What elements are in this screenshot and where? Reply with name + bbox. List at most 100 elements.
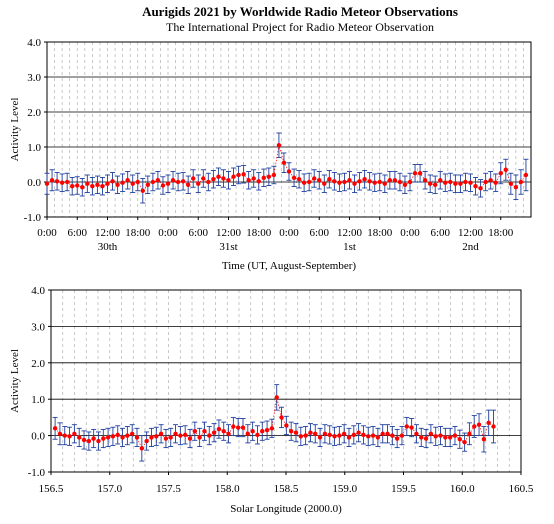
- data-point: [428, 431, 434, 436]
- data-point: [211, 430, 217, 435]
- data-point: [250, 429, 255, 434]
- data-point: [322, 431, 328, 436]
- data-point: [155, 178, 161, 183]
- data-point: [453, 181, 458, 186]
- data-point: [427, 181, 433, 186]
- data-point: [438, 433, 443, 438]
- data-point: [366, 434, 371, 439]
- data-point: [402, 182, 408, 187]
- data-point: [144, 438, 149, 444]
- solar-longitude-plot: 4.0 3.0 2.0 1.0 0.0 -1.0 Activity Level Solar L…: [9, 285, 534, 515]
- data-point: [264, 427, 270, 433]
- data-point: [276, 143, 282, 148]
- data-point: [64, 179, 70, 185]
- data-point: [498, 171, 503, 176]
- data-point: [165, 181, 171, 186]
- data-point: [337, 180, 342, 185]
- data-point: [274, 395, 279, 400]
- data-point: [226, 178, 231, 183]
- data-point: [279, 415, 284, 420]
- data-point: [163, 436, 169, 441]
- data-point: [293, 430, 299, 435]
- data-point: [346, 435, 352, 440]
- data-point: [135, 179, 140, 185]
- x-tick-label: 156.5: [39, 483, 64, 495]
- data-point: [226, 431, 231, 436]
- day-label: 31st: [219, 241, 237, 253]
- x-tick-label: 12:00: [95, 227, 121, 239]
- data-point: [327, 177, 332, 182]
- y-tick-label: 1.0: [31, 394, 45, 406]
- data-point: [385, 431, 390, 436]
- data-point: [518, 179, 524, 185]
- data-point: [246, 178, 251, 183]
- x-tick-label: 6:00: [430, 227, 450, 239]
- data-point: [327, 432, 332, 438]
- data-point: [150, 179, 156, 185]
- data-point: [216, 426, 222, 432]
- y-tick-label: 3.0: [27, 72, 41, 84]
- data-point: [120, 180, 125, 185]
- data-point: [231, 424, 236, 429]
- x-tick-label: 0:00: [400, 227, 420, 239]
- data-point: [100, 184, 105, 189]
- data-point: [139, 446, 145, 451]
- data-point: [192, 429, 198, 434]
- data-point: [231, 174, 236, 179]
- data-point: [125, 433, 130, 438]
- data-point: [433, 182, 438, 187]
- y-tick-label: 4.0: [27, 37, 41, 49]
- x-tick-label: 6:00: [309, 227, 329, 239]
- data-point: [488, 178, 493, 183]
- data-point: [187, 436, 193, 441]
- x-tick-label: 6:00: [188, 227, 208, 239]
- data-point: [397, 179, 403, 185]
- data-point: [357, 179, 362, 184]
- y-tick-label: -1.0: [24, 212, 42, 224]
- data-point: [236, 172, 241, 178]
- x-tick-label: 12:00: [458, 227, 484, 239]
- data-point: [96, 438, 101, 444]
- data-point: [443, 180, 448, 185]
- data-point: [438, 178, 443, 183]
- x-tick-label: 157.0: [97, 483, 122, 495]
- data-point: [196, 181, 201, 186]
- data-point: [322, 181, 327, 186]
- data-point: [308, 430, 313, 435]
- data-point: [312, 176, 317, 181]
- data-point: [59, 180, 65, 185]
- data-point: [417, 171, 423, 176]
- data-point: [503, 167, 508, 172]
- data-point: [483, 179, 488, 185]
- data-point: [201, 176, 206, 181]
- data-point: [301, 180, 307, 185]
- data-point: [191, 176, 196, 181]
- data-point: [211, 177, 216, 182]
- data-point: [72, 431, 77, 436]
- data-point: [414, 431, 419, 436]
- data-point: [158, 431, 164, 436]
- data-point: [419, 435, 424, 440]
- data-point: [105, 435, 111, 440]
- data-point: [472, 424, 477, 429]
- data-point: [493, 180, 498, 185]
- data-point: [481, 437, 487, 442]
- data-point: [140, 188, 145, 193]
- data-point: [80, 185, 85, 190]
- data-point: [486, 420, 491, 426]
- data-point: [70, 184, 75, 189]
- data-point: [394, 436, 400, 441]
- y-tick-label: 2.0: [31, 358, 45, 370]
- data-point: [422, 178, 428, 183]
- data-point: [235, 425, 241, 430]
- data-point: [240, 425, 246, 430]
- day-label: 2nd: [462, 241, 479, 253]
- x-tick-label: 6:00: [67, 227, 87, 239]
- data-point: [149, 435, 154, 440]
- data-point: [175, 179, 181, 185]
- y-tick-label: 1.0: [27, 142, 41, 154]
- data-point: [447, 435, 453, 440]
- data-point: [291, 175, 297, 180]
- data-point: [266, 174, 272, 179]
- chart-title: Aurigids 2021 by Worldwide Radio Meteor …: [142, 4, 458, 19]
